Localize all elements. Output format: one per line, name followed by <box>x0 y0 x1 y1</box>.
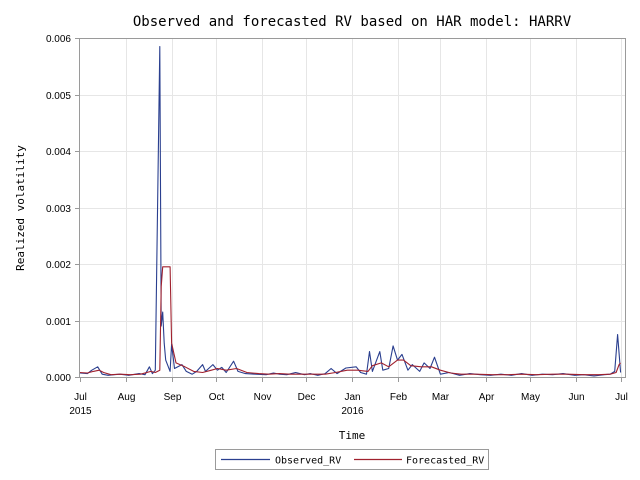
y-tick-label: 0.002 <box>46 260 71 271</box>
legend: Observed_RV Forecasted_RV <box>215 449 489 470</box>
legend-box <box>215 449 489 470</box>
x-tick-label: May <box>521 392 540 403</box>
y-axis: 0.000 0.001 0.002 0.003 0.004 0.005 0.006 <box>46 34 80 384</box>
x-tick-label: Jul <box>615 392 628 403</box>
y-tick-label: 0.006 <box>46 34 71 45</box>
y-tick-label: 0.001 <box>46 317 71 328</box>
x-tick-label: Sep <box>164 392 182 403</box>
x-tick-label: Jul <box>74 392 87 403</box>
x-tick-year-label: 2015 <box>69 406 92 417</box>
series-line-forecasted-rv <box>79 266 622 376</box>
x-axis: Jul 2015 Aug Sep Oct Nov Dec Jan 2016 Feb Mar Apr Ma… <box>69 377 628 417</box>
x-tick-label: Nov <box>254 392 272 403</box>
y-tick-label: 0.005 <box>46 91 71 102</box>
legend-label-forecasted: Forecasted_RV <box>406 456 484 467</box>
x-tick-label: Jun <box>568 392 584 403</box>
y-tick-label: 0.003 <box>46 204 71 215</box>
x-tick-label: Oct <box>209 392 225 403</box>
x-tick-label: Feb <box>390 392 408 403</box>
y-tick-label: 0.000 <box>46 373 71 384</box>
y-tick-label: 0.004 <box>46 147 71 158</box>
x-tick-label: Jan <box>344 392 360 403</box>
grid <box>80 38 625 377</box>
x-tick-label: Aug <box>118 392 136 403</box>
x-tick-label: Dec <box>298 392 316 403</box>
x-tick-label: Apr <box>479 392 495 403</box>
x-axis-label: Time <box>339 429 366 442</box>
x-tick-label: Mar <box>432 392 450 403</box>
chart-title: Observed and forecasted RV based on HAR … <box>133 14 572 30</box>
y-axis-label: Realized volatility <box>14 145 27 271</box>
series-layer <box>79 45 622 377</box>
legend-label-observed: Observed_RV <box>275 456 341 467</box>
x-tick-year-label: 2016 <box>341 406 364 417</box>
